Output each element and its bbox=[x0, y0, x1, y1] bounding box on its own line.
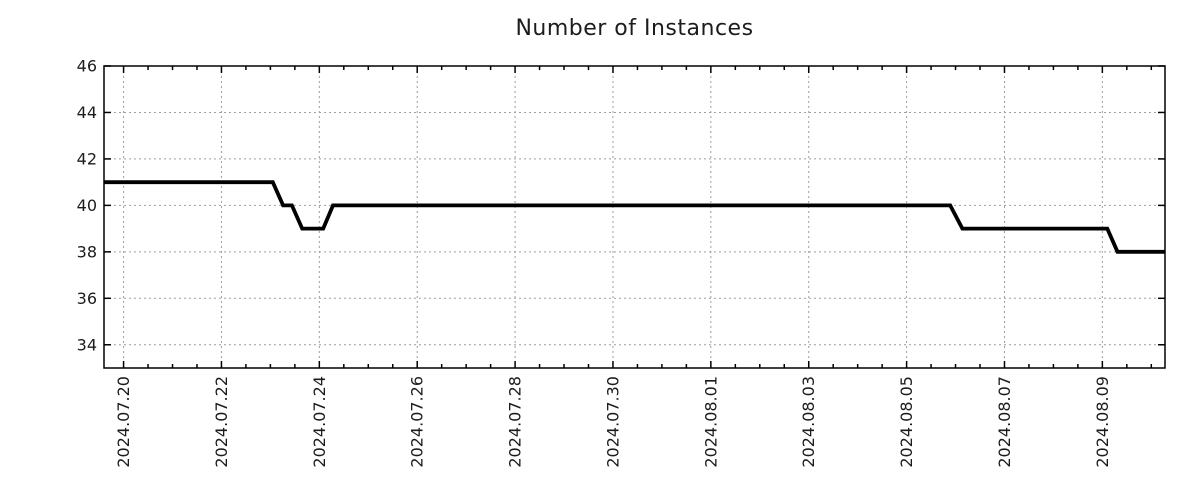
y-tick-label: 34 bbox=[77, 335, 97, 354]
y-tick-label: 36 bbox=[77, 289, 97, 308]
x-tick-label: 2024.07.20 bbox=[114, 376, 133, 468]
y-tick-label: 44 bbox=[77, 103, 97, 122]
x-tick-label: 2024.07.30 bbox=[603, 376, 622, 468]
y-tick-label: 38 bbox=[77, 242, 97, 261]
y-tick-label: 40 bbox=[77, 196, 97, 215]
plot-border bbox=[103, 65, 1166, 369]
x-tick-label: 2024.08.01 bbox=[701, 376, 720, 468]
y-tick-label: 46 bbox=[77, 57, 97, 76]
x-tick-label: 2024.07.28 bbox=[506, 376, 525, 468]
x-tick-label: 2024.08.05 bbox=[897, 376, 916, 468]
x-tick-label: 2024.08.09 bbox=[1093, 376, 1112, 468]
y-tick-label: 42 bbox=[77, 149, 97, 168]
x-tick-label: 2024.07.26 bbox=[408, 376, 427, 468]
x-tick-label: 2024.08.07 bbox=[995, 376, 1014, 468]
x-tick-label: 2024.07.22 bbox=[212, 376, 231, 468]
x-tick-label: 2024.08.03 bbox=[799, 376, 818, 468]
x-tick-label: 2024.07.24 bbox=[310, 376, 329, 468]
data-line-instances bbox=[104, 180, 1165, 254]
chart-title: Number of Instances bbox=[515, 16, 754, 41]
